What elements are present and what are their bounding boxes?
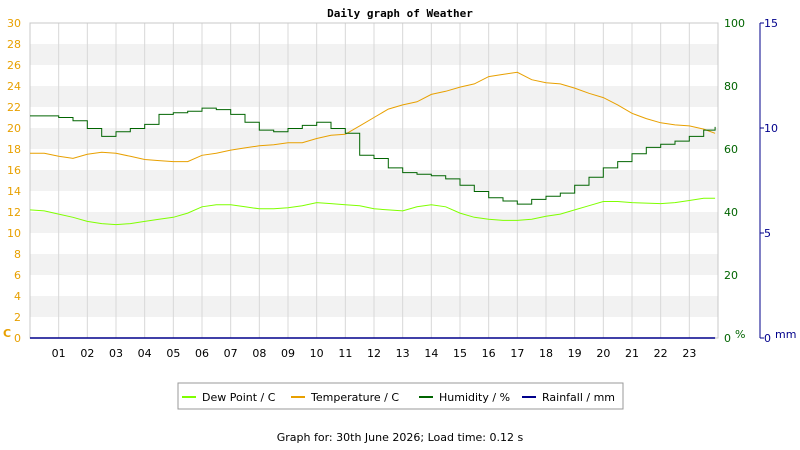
x-tick-label: 04 <box>138 347 152 360</box>
y-left-tick-label: 22 <box>7 101 21 114</box>
x-tick-label: 03 <box>109 347 123 360</box>
x-tick-label: 16 <box>482 347 496 360</box>
legend-label: Temperature / C <box>310 391 399 404</box>
x-tick-label: 01 <box>52 347 66 360</box>
y-left-tick-label: 28 <box>7 38 21 51</box>
x-tick-label: 09 <box>281 347 295 360</box>
y-right-tick-label: 5 <box>764 227 771 240</box>
series-line-humidity <box>30 107 716 205</box>
y-left-tick-label: 20 <box>7 122 21 135</box>
y-left-tick-label: 12 <box>7 206 21 219</box>
y-right-tick-label: 15 <box>764 17 778 30</box>
y-left-unit: C <box>3 327 11 340</box>
y-left-tick-label: 26 <box>7 59 21 72</box>
x-tick-label: 08 <box>252 347 266 360</box>
y-left-tick-label: 0 <box>14 332 21 345</box>
legend-box <box>177 382 624 410</box>
x-tick-label: 23 <box>682 347 696 360</box>
y-right-tick-label: 0 <box>764 332 771 345</box>
legend-label: Rainfall / mm <box>542 391 615 404</box>
x-tick-label: 22 <box>654 347 668 360</box>
y-right-tick-label: 10 <box>764 122 778 135</box>
y-mid-tick-label: 40 <box>724 206 738 219</box>
y-mid-tick-label: 0 <box>724 332 731 345</box>
x-tick-label: 10 <box>310 347 324 360</box>
chart-title: Daily graph of Weather <box>327 7 473 20</box>
y-left-tick-label: 4 <box>14 290 21 303</box>
series-line-dew-point-c <box>29 197 716 226</box>
x-tick-label: 11 <box>338 347 352 360</box>
x-tick-label: 07 <box>224 347 238 360</box>
y-mid-tick-label: 20 <box>724 269 738 282</box>
y-left-tick-label: 2 <box>14 311 21 324</box>
y-left-tick-label: 8 <box>14 248 21 261</box>
y-left-tick-label: 16 <box>7 164 21 177</box>
x-tick-label: 14 <box>424 347 438 360</box>
x-tick-label: 06 <box>195 347 209 360</box>
x-tick-label: 02 <box>80 347 94 360</box>
y-mid-tick-label: 60 <box>724 143 738 156</box>
y-mid-tick-label: 80 <box>724 80 738 93</box>
x-tick-label: 20 <box>596 347 610 360</box>
y-left-tick-label: 14 <box>7 185 21 198</box>
y-right-unit: mm <box>775 328 796 341</box>
y-mid-unit: % <box>735 328 745 341</box>
x-tick-label: 12 <box>367 347 381 360</box>
x-tick-label: 18 <box>539 347 553 360</box>
x-tick-label: 15 <box>453 347 467 360</box>
x-tick-label: 13 <box>396 347 410 360</box>
legend-label: Dew Point / C <box>202 391 276 404</box>
x-tick-label: 19 <box>568 347 582 360</box>
y-left-tick-label: 30 <box>7 17 21 30</box>
graph-footer: Graph for: 30th June 2026; Load time: 0.… <box>276 431 524 444</box>
y-left-tick-label: 10 <box>7 227 21 240</box>
y-mid-tick-label: 100 <box>724 17 745 30</box>
x-tick-label: 17 <box>510 347 524 360</box>
y-left-tick-label: 24 <box>7 80 21 93</box>
y-left-tick-label: 18 <box>7 143 21 156</box>
x-tick-label: 05 <box>166 347 180 360</box>
x-tick-label: 21 <box>625 347 639 360</box>
series-line-temperature-c <box>30 71 716 163</box>
legend-label: Humidity / % <box>439 391 510 404</box>
y-left-tick-label: 6 <box>14 269 21 282</box>
